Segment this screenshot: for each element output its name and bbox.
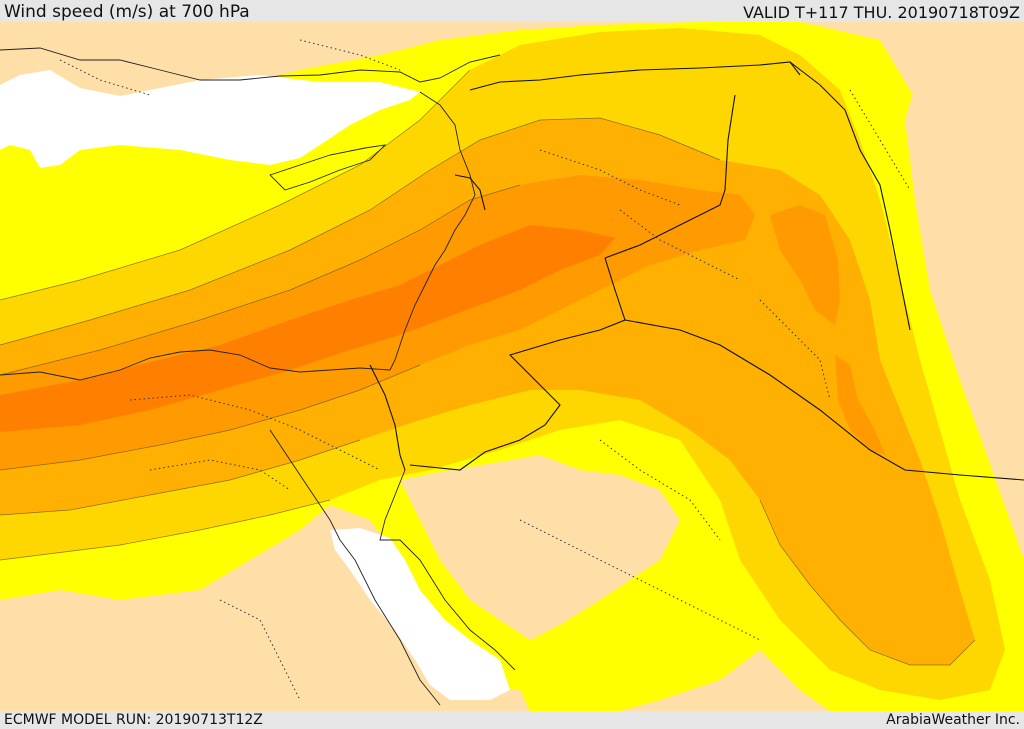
border-turkey-syria xyxy=(469,61,801,91)
border-syria-iraq xyxy=(604,94,736,259)
band-5 xyxy=(0,225,615,432)
tan-patch-south xyxy=(0,610,320,711)
coast-turkey xyxy=(0,47,501,83)
border-lebanon xyxy=(454,174,486,211)
wind-speed-map xyxy=(0,22,1024,711)
coast-cyprus xyxy=(269,144,387,191)
border-egypt-israel xyxy=(369,364,406,471)
sea-aegean-med xyxy=(0,70,420,168)
map-canvas xyxy=(0,22,1024,711)
coast-redsea-east xyxy=(379,469,516,671)
tan-patch-east xyxy=(880,40,1024,300)
map-title: Wind speed (m/s) at 700 hPa xyxy=(4,2,250,22)
band-4-iraq xyxy=(770,205,840,325)
footer-bar: ECMWF MODEL RUN: 20190713T12Z ArabiaWeat… xyxy=(0,711,1024,729)
border-iraq-saudi xyxy=(624,319,1024,481)
band-4-iraq-south xyxy=(835,355,885,455)
coast-egypt-north xyxy=(0,349,391,381)
header-bar: Wind speed (m/s) at 700 hPa VALID T+117 … xyxy=(0,0,1024,22)
coast-levant xyxy=(389,91,476,371)
model-run: ECMWF MODEL RUN: 20190713T12Z xyxy=(4,712,263,728)
credit: ArabiaWeather Inc. xyxy=(886,712,1020,728)
valid-time: VALID T+117 THU. 20190718T09Z xyxy=(743,3,1020,22)
border-iraq-iran xyxy=(789,61,911,331)
tan-patch-arabia xyxy=(400,455,680,640)
sea-red xyxy=(330,528,510,700)
band-3 xyxy=(0,118,975,665)
coast-redsea-west xyxy=(269,429,441,706)
border-jordan xyxy=(409,257,626,471)
